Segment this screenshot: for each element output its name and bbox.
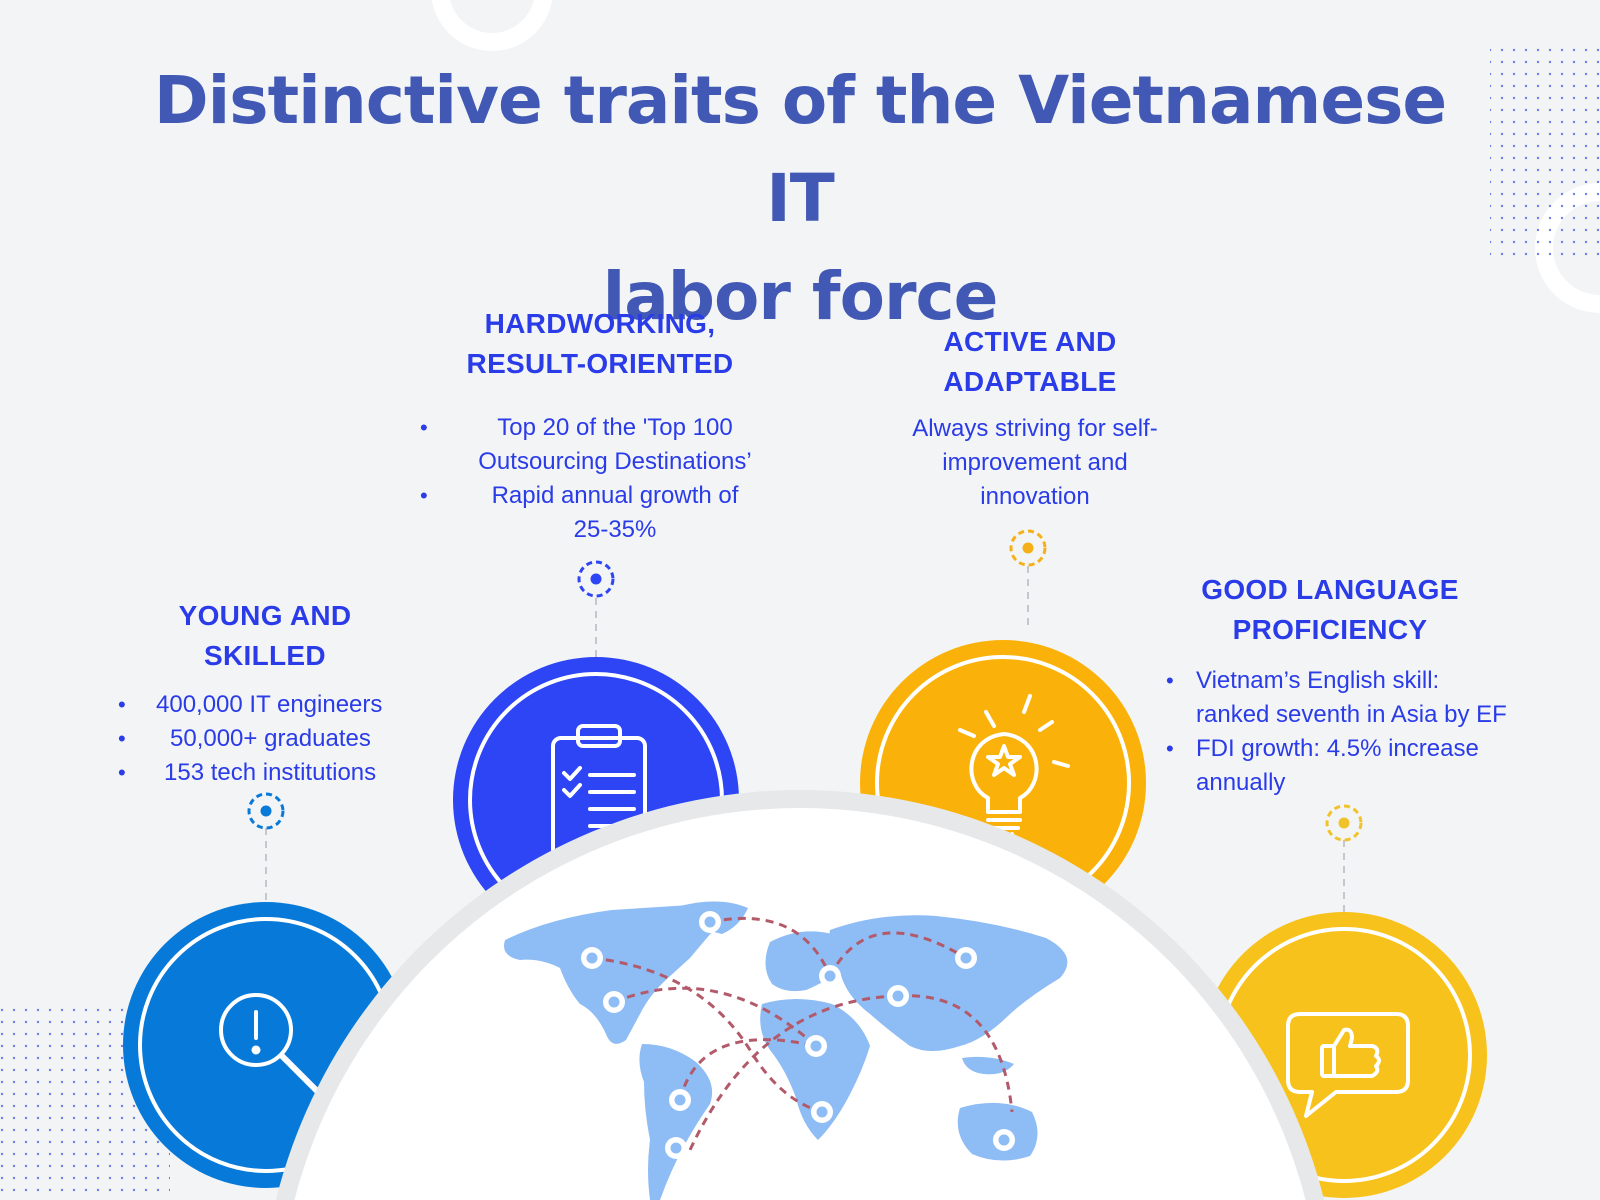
title-line-2: labor force xyxy=(602,258,999,335)
trait-heading-language: GOOD LANGUAGE PROFICIENCY xyxy=(1201,574,1459,645)
list-item: Rapid annual growth of 25-35% xyxy=(420,479,790,547)
list-item: 153 tech institutions xyxy=(118,756,418,790)
page-title: Distinctive traits of the Vietnamese IT … xyxy=(150,52,1450,346)
trait-bullets-language: Vietnam’s English skill: ranked seventh … xyxy=(1166,664,1546,800)
target-marker-young xyxy=(247,792,285,830)
trait-bullets-hardworking: Top 20 of the 'Top 100 Outsourcing Desti… xyxy=(420,411,790,547)
trait-heading-young: YOUNG AND SKILLED xyxy=(178,600,352,671)
connector-lines xyxy=(265,566,1345,912)
decorative-ring-top xyxy=(431,0,553,51)
trait-text-active: Always striving for self- improvement an… xyxy=(912,415,1158,510)
trait-heading-hardworking: HARDWORKING, RESULT-ORIENTED xyxy=(466,308,734,379)
thumbs-up-speech-bubble-icon xyxy=(1286,1012,1410,1118)
target-marker-active xyxy=(1009,529,1047,567)
list-item: Top 20 of the 'Top 100 Outsourcing Desti… xyxy=(420,411,790,479)
trait-heading-active: ACTIVE AND ADAPTABLE xyxy=(943,326,1117,397)
trait-bullets-young: 400,000 IT engineers 50,000+ graduates 1… xyxy=(118,688,418,790)
decorative-dot-grid-right xyxy=(1490,40,1600,260)
list-item: FDI growth: 4.5% increase annually xyxy=(1166,732,1546,800)
list-item: Vietnam’s English skill: ranked seventh … xyxy=(1166,664,1546,732)
list-item: 50,000+ graduates xyxy=(118,722,418,756)
lightbulb-star-icon xyxy=(958,694,1070,840)
world-map-icon xyxy=(276,790,1324,1200)
title-line-1: Distinctive traits of the Vietnamese IT xyxy=(153,62,1447,237)
target-marker-hardworking xyxy=(577,560,615,598)
target-marker-language xyxy=(1325,804,1363,842)
list-item: 400,000 IT engineers xyxy=(118,688,418,722)
